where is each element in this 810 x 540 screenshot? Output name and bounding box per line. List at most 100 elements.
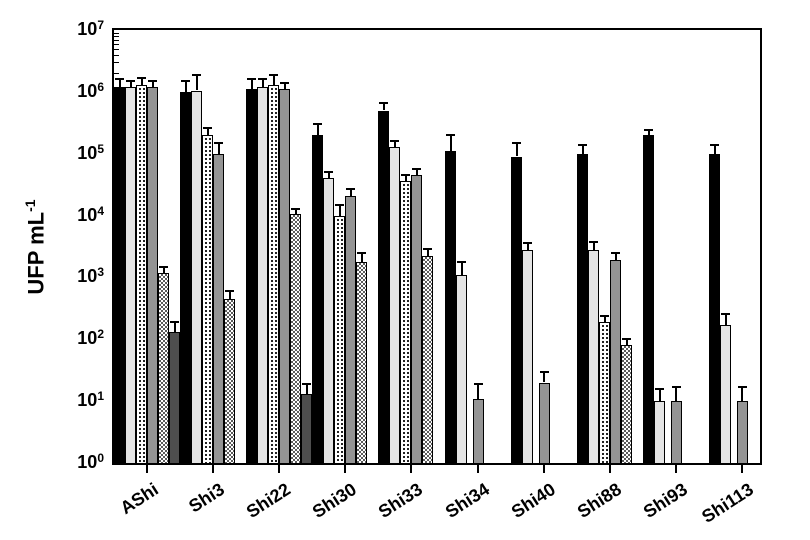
error-bar-cap: [671, 385, 681, 388]
error-bar-line: [724, 313, 727, 325]
error-bar-cap: [710, 143, 719, 146]
y-minor-tick: [114, 62, 119, 64]
error-bar-cap: [192, 73, 201, 76]
error-bar-line: [250, 79, 253, 90]
y-minor-tick: [114, 48, 119, 50]
error-bar-cap: [159, 265, 168, 268]
error-bar-cap: [737, 385, 747, 388]
error-bar-cap: [214, 141, 223, 144]
error-bar-cap: [225, 290, 234, 293]
error-bar-line: [415, 169, 418, 176]
error-bar-cap: [357, 251, 366, 254]
error-bar-cap: [379, 102, 388, 105]
x-major-tick: [212, 465, 214, 473]
error-bar-line: [294, 208, 297, 215]
x-tick-label-text: Shi34: [441, 479, 493, 522]
error-bar-cap: [291, 207, 300, 210]
error-bar-cap: [313, 123, 322, 126]
error-bar-cap: [589, 240, 598, 243]
error-bar-cap: [523, 242, 532, 244]
error-bar-line: [515, 142, 518, 157]
error-bar-cap: [170, 321, 179, 323]
x-major-tick: [344, 465, 346, 473]
error-bar-cap: [247, 78, 256, 81]
error-bar-line: [195, 74, 198, 91]
error-bar-cap: [512, 141, 521, 144]
error-bar-line: [206, 128, 209, 135]
error-bar-cap: [539, 370, 549, 373]
error-bar-cap: [335, 203, 344, 206]
x-major-tick: [609, 465, 611, 473]
error-bar-line: [581, 144, 584, 154]
error-bar-line: [184, 81, 187, 92]
error-bar-cap: [600, 314, 609, 317]
error-bar-cap: [457, 260, 466, 263]
error-bar-cap: [390, 140, 399, 143]
error-bar-line: [261, 79, 264, 87]
error-bar-line: [162, 266, 165, 273]
x-major-tick: [543, 465, 545, 473]
x-major-tick: [278, 465, 280, 473]
y-minor-tick: [114, 39, 119, 41]
error-bar-line: [713, 144, 716, 154]
error-bar-line: [129, 81, 132, 87]
error-bar-line: [460, 261, 463, 275]
error-bar-line: [228, 291, 231, 299]
error-bar-cap: [324, 171, 333, 174]
error-bar-line: [217, 142, 220, 154]
y-minor-tick: [114, 43, 119, 45]
x-tick-label-text: Shi30: [308, 479, 360, 522]
error-bar-cap: [446, 134, 455, 137]
error-bar-cap: [611, 251, 620, 254]
error-bar-cap: [302, 382, 311, 385]
error-bar-line: [526, 243, 529, 250]
error-bar-line: [338, 204, 341, 216]
error-bar-cap: [280, 81, 289, 84]
x-major-tick: [675, 465, 677, 473]
error-bar-line: [449, 135, 452, 152]
x-tick-label-text: Shi113: [698, 479, 757, 527]
error-bar-line: [625, 339, 628, 346]
error-bar-line: [614, 252, 617, 261]
error-bar-line: [477, 383, 479, 399]
error-bar-cap: [644, 129, 653, 132]
x-major-tick: [741, 465, 743, 473]
x-tick-label-text: Shi3: [185, 479, 228, 517]
error-bar-line: [603, 315, 606, 323]
y-tick-label: 103: [77, 265, 104, 287]
error-bar-cap: [346, 187, 355, 190]
y-tick-label: 101: [77, 389, 104, 411]
error-bar-cap: [181, 80, 190, 82]
error-bar-cap: [412, 168, 421, 171]
error-bar-cap: [126, 80, 135, 82]
error-bar-line: [360, 252, 363, 262]
y-tick-label: 105: [77, 141, 104, 163]
x-major-tick: [410, 465, 412, 473]
error-bar-cap: [148, 80, 157, 82]
error-bar-cap: [137, 76, 146, 79]
y-tick-label: 102: [77, 327, 104, 349]
x-tick-label-text: Shi40: [507, 479, 559, 522]
error-bar-line: [305, 383, 308, 395]
error-bar-line: [316, 124, 319, 136]
error-bar-cap: [721, 312, 730, 315]
error-bar-cap: [401, 173, 410, 176]
error-bar-cap: [258, 78, 267, 81]
error-bar-line: [118, 79, 121, 87]
x-tick-label-text: Shi33: [374, 479, 426, 522]
error-bar-line: [393, 141, 396, 147]
y-minor-tick: [114, 73, 119, 75]
error-bar-line: [404, 174, 407, 182]
x-tick-label-text: Shi22: [242, 479, 294, 522]
error-bar-line: [272, 74, 275, 85]
error-bar-cap: [578, 143, 587, 146]
error-bar-line: [283, 82, 286, 90]
error-bar-cap: [655, 387, 664, 390]
error-bar-line: [140, 77, 143, 85]
error-bar-line: [741, 386, 743, 402]
x-tick-label-text: Shi88: [573, 479, 625, 522]
error-bar-line: [151, 81, 154, 87]
error-bar-line: [543, 371, 545, 383]
